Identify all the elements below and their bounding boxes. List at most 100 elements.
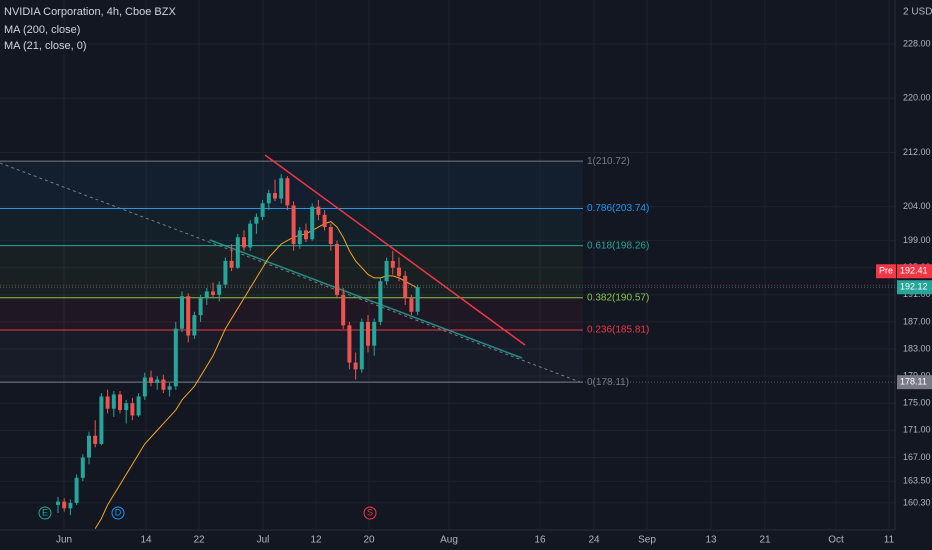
candle-body bbox=[353, 362, 358, 370]
price-label: 192.12 bbox=[900, 282, 928, 292]
price-label-bg bbox=[897, 375, 932, 390]
y-tick-label: 163.50 bbox=[903, 476, 931, 486]
candle-body bbox=[235, 237, 240, 268]
fib-band bbox=[0, 245, 583, 298]
event-label: D bbox=[115, 507, 122, 517]
candle-body bbox=[198, 298, 203, 316]
candle-body bbox=[217, 284, 222, 295]
candle-body bbox=[80, 457, 85, 478]
axis-unit: 2 USD bbox=[903, 7, 932, 18]
event-label: E bbox=[42, 507, 48, 517]
y-tick-label: 187.00 bbox=[903, 316, 931, 326]
candle-body bbox=[124, 403, 129, 411]
candle-body bbox=[266, 193, 271, 204]
price-tag: Pre bbox=[879, 266, 893, 276]
candle-body bbox=[279, 178, 284, 199]
candle-body bbox=[211, 291, 215, 295]
y-tick-label: 220.00 bbox=[903, 93, 931, 103]
candle-body bbox=[155, 379, 160, 383]
price-label-bg bbox=[897, 264, 932, 279]
y-tick-label: 183.00 bbox=[903, 343, 931, 353]
price-label: 192.41 bbox=[900, 266, 928, 276]
candle-body bbox=[359, 321, 364, 370]
candle-body bbox=[68, 502, 73, 509]
candle-body bbox=[384, 260, 389, 282]
candle-body bbox=[409, 298, 414, 312]
event-marker[interactable] bbox=[111, 506, 125, 520]
candle-body bbox=[149, 377, 153, 383]
candle-body bbox=[372, 321, 377, 346]
candle-body bbox=[229, 260, 234, 268]
event-marker[interactable] bbox=[38, 506, 52, 520]
candle-body bbox=[56, 501, 60, 505]
grid bbox=[0, 0, 895, 530]
candle-body bbox=[378, 281, 383, 322]
x-tick-label: Jun bbox=[56, 535, 72, 546]
chart-title: NVIDIA Corporation, 4h, Cboe BZX bbox=[4, 6, 176, 18]
y-tick-label: 167.00 bbox=[903, 452, 931, 462]
indicator-label: MA (200, close) bbox=[4, 24, 80, 36]
event-label: S bbox=[367, 507, 373, 517]
y-tick-label: 212.00 bbox=[903, 147, 931, 157]
candle-body bbox=[297, 230, 302, 244]
candle-body bbox=[273, 193, 277, 199]
candle-body bbox=[328, 227, 333, 244]
trend-line-support bbox=[209, 239, 523, 359]
candle-body bbox=[173, 328, 178, 387]
candle-body bbox=[136, 396, 141, 416]
trend-line-resistance bbox=[264, 154, 526, 346]
ma-line bbox=[94, 221, 418, 529]
fib-band bbox=[0, 329, 583, 383]
y-tick-label: 160.30 bbox=[903, 497, 931, 507]
candle-body bbox=[254, 216, 259, 224]
candle-body bbox=[248, 223, 253, 248]
candle-body bbox=[192, 315, 197, 336]
x-tick-label: 24 bbox=[588, 535, 600, 546]
candle-body bbox=[111, 394, 116, 409]
candle-body bbox=[390, 260, 395, 268]
x-tick-label: Jul bbox=[257, 535, 270, 546]
candle-body bbox=[223, 260, 228, 285]
candle-body bbox=[161, 379, 166, 390]
candle-body bbox=[397, 267, 401, 276]
candle-body bbox=[291, 205, 296, 244]
fib-label: 0(178.11) bbox=[587, 377, 629, 388]
fib-band bbox=[0, 208, 583, 246]
candle-body bbox=[180, 296, 184, 329]
candle-body bbox=[260, 203, 265, 217]
x-tick-label: 20 bbox=[363, 535, 375, 546]
fib-retracement: 1(210.72) 0.786(203.74) 0.618(198.26) 0.382… bbox=[0, 156, 649, 388]
x-tick-label: 14 bbox=[140, 535, 152, 546]
indicator-label: MA (21, close, 0) bbox=[4, 40, 87, 52]
price-labels: Pre 192.41 192.12 178.11 bbox=[0, 264, 932, 390]
candle-body bbox=[322, 214, 327, 228]
candle-body bbox=[105, 396, 110, 409]
candle-body bbox=[167, 386, 172, 390]
trend-line-dashed bbox=[0, 162, 581, 383]
y-tick-label: 199.00 bbox=[903, 235, 931, 245]
event-marker[interactable] bbox=[363, 506, 377, 520]
y-tick-label: 171.00 bbox=[903, 425, 931, 435]
x-tick-label: 12 bbox=[310, 535, 322, 546]
candle-body bbox=[74, 477, 79, 503]
candle-body bbox=[87, 435, 91, 458]
x-tick-label: Oct bbox=[828, 535, 844, 546]
moving-average bbox=[94, 221, 418, 529]
x-tick-label: Aug bbox=[440, 535, 458, 546]
price-label-bg bbox=[897, 280, 932, 295]
fib-label: 0.786(203.74) bbox=[587, 203, 649, 214]
time-axis: Jun 14 22 Jul 12 20 Aug 16 24 Sep 13 21 Oct 11 bbox=[56, 535, 895, 546]
x-tick-label: 11 bbox=[884, 535, 895, 546]
candles bbox=[56, 174, 420, 516]
fib-label: 1(210.72) bbox=[587, 156, 630, 167]
x-tick-label: Sep bbox=[638, 535, 656, 546]
time-axis-bg bbox=[0, 530, 932, 550]
candle-body bbox=[366, 321, 370, 346]
candle-body bbox=[316, 206, 321, 215]
price-tag-bg bbox=[876, 264, 896, 279]
price-label: 178.11 bbox=[900, 377, 927, 387]
y-tick-label: 228.00 bbox=[903, 38, 931, 48]
x-tick-label: 21 bbox=[759, 535, 771, 546]
